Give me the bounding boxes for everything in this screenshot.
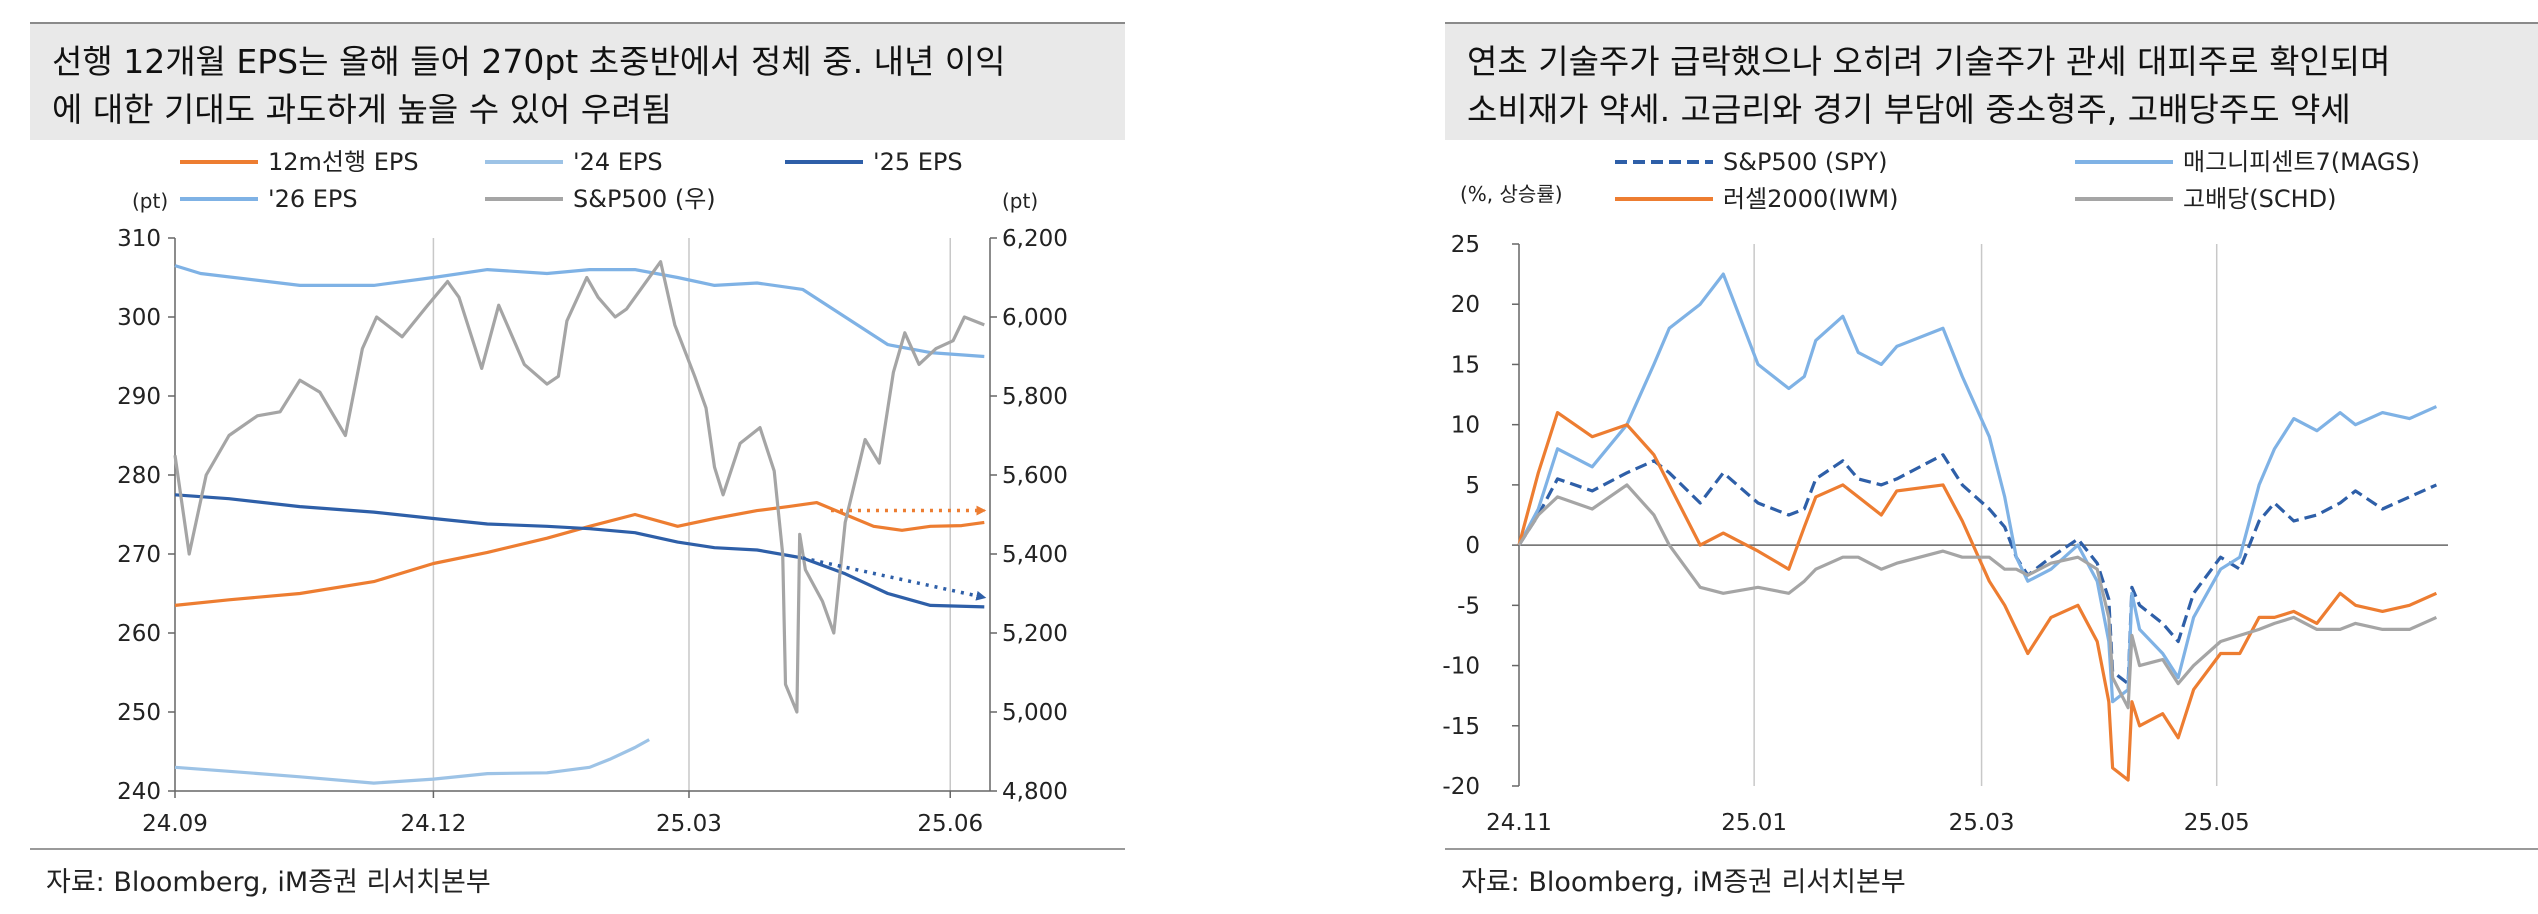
x-tick-label: 24.11 [1486,810,1552,836]
y2-tick-label: 6,200 [1002,226,1068,252]
left-series-group [173,260,985,785]
series-line-고배당-schd [1517,483,2438,710]
y-tick-label: -5 [1457,593,1480,619]
x-tick-label: 24.12 [400,811,466,837]
y2-tick-label: 5,400 [1002,542,1068,568]
x-tick-label: 24.09 [142,811,208,837]
left-legend: 12m선행 EPS '24 EPS '25 EPS '26 EPS S&P500 (우) [180,148,963,213]
right-source-note: 자료: Bloomberg, iM증권 리서치본부 [1461,867,1906,898]
y2-tick-label: 5,000 [1002,700,1068,726]
series-line-12m선행-eps [174,501,985,607]
right-chart-panel: 연초 기술주가 급락했으나 오히려 기술주가 관세 대피주로 확인되며 소비재가… [1415,0,2538,914]
y-tick-label: 25 [1451,232,1480,258]
right-y-unit-label: (%, 상승률) [1460,182,1563,206]
y-tick-label: -15 [1442,714,1480,740]
legend-label-매그니피센트7-mags: 매그니피센트7(MAGS) [2183,148,2420,176]
series-line-매그니피센트7-mags [1517,272,2438,704]
y-tick-label: 5 [1465,473,1480,499]
y-tick-label: 290 [117,384,161,410]
legend-label-12m선행-eps: 12m선행 EPS [268,148,419,176]
left-annotations [802,505,987,601]
left-axes: 310 300 290 280 270 260 250 240 6,200 6,000 5,800 5… [117,226,1068,837]
series-line-24-eps [174,738,650,785]
x-tick-label: 25.05 [2184,810,2250,836]
right-title-line-1: 연초 기술주가 급락했으나 오히려 기술주가 관세 대피주로 확인되며 [1467,42,2391,81]
x-tick-label: 25.03 [656,811,722,837]
right-gridlines [1753,244,2218,786]
y-tick-label: 250 [117,700,161,726]
legend-label-26-eps: '26 EPS [268,185,358,213]
right-legend: S&P500 (SPY) 매그니피센트7(MAGS) 러셀2000(IWM) 고배당(… [1615,148,2420,213]
series-line-러셀2000-iwm [1517,411,2438,782]
left-gridlines [432,238,951,791]
series-line-26-eps [174,264,985,359]
y2-tick-label: 5,800 [1002,384,1068,410]
legend-label-s-p500-우: S&P500 (우) [573,185,716,213]
y-tick-label: 20 [1451,292,1480,318]
trend-arrow [802,556,987,601]
left-source-divider [30,848,1125,850]
series-line-s-p500-우 [173,260,985,714]
y2-tick-label: 5,600 [1002,463,1068,489]
right-title-line-2: 소비재가 약세. 고금리와 경기 부담에 중소형주, 고배당주도 약세 [1467,90,2351,129]
left-y-unit-label: (pt) [132,189,168,213]
y-tick-label: 300 [117,305,161,331]
y-tick-label: 270 [117,542,161,568]
left-chart-svg: 12m선행 EPS '24 EPS '25 EPS '26 EPS S&P500 (우)… [117,148,1068,837]
y2-tick-label: 4,800 [1002,779,1068,805]
right-source-divider [1445,848,2538,850]
legend-label-고배당-schd: 고배당(SCHD) [2183,185,2337,213]
y-tick-label: 260 [117,621,161,647]
y-tick-label: -20 [1442,774,1480,800]
x-tick-label: 25.01 [1721,810,1787,836]
x-tick-label: 25.06 [917,811,983,837]
y-tick-label: 240 [117,779,161,805]
legend-label-24-eps: '24 EPS [573,148,663,176]
y-tick-label: 15 [1451,352,1480,378]
series-line-25-eps [174,493,985,609]
y-tick-label: 0 [1465,533,1480,559]
y-tick-label: 310 [117,226,161,252]
left-source-note: 자료: Bloomberg, iM증권 리서치본부 [46,867,491,898]
right-chart-title: 연초 기술주가 급락했으나 오히려 기술주가 관세 대피주로 확인되며 소비재가… [1445,22,2538,140]
series-line-s-p500-spy [1517,453,2438,686]
y2-tick-label: 5,200 [1002,621,1068,647]
left-chart-panel: 선행 12개월 EPS는 올해 들어 270pt 초중반에서 정체 중. 내년 … [0,0,1125,914]
y-tick-label: 10 [1451,413,1480,439]
y-tick-label: -10 [1442,654,1480,680]
right-series-group [1517,272,2438,782]
y2-tick-label: 6,000 [1002,305,1068,331]
right-y-unit-label: (pt) [1002,189,1038,213]
legend-label-러셀2000-iwm: 러셀2000(IWM) [1723,185,1898,213]
y-tick-label: 280 [117,463,161,489]
left-title-line-1: 선행 12개월 EPS는 올해 들어 270pt 초중반에서 정체 중. 내년 … [52,42,1006,81]
legend-label-25-eps: '25 EPS [873,148,963,176]
legend-label-s-p500-spy: S&P500 (SPY) [1723,148,1887,176]
right-chart-svg: S&P500 (SPY) 매그니피센트7(MAGS) 러셀2000(IWM) 고배당(… [1442,148,2448,836]
left-title-line-2: 에 대한 기대도 과도하게 높을 수 있어 우려됨 [52,90,672,129]
x-tick-label: 25.03 [1949,810,2015,836]
left-chart-title: 선행 12개월 EPS는 올해 들어 270pt 초중반에서 정체 중. 내년 … [30,22,1125,140]
